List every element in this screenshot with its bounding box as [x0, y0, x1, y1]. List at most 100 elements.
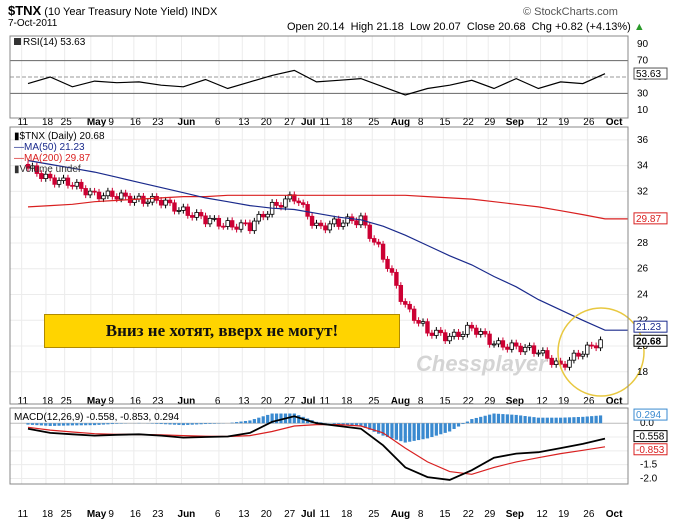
candle-body — [39, 173, 44, 179]
macd-histogram-bar — [155, 423, 159, 424]
x-axis-label: 18 — [42, 117, 54, 128]
macd-histogram-bar — [354, 423, 359, 426]
rsi-last-box — [633, 67, 668, 80]
ma200-line — [27, 194, 628, 220]
candle-body — [354, 220, 359, 226]
x-axis-label: May — [87, 509, 107, 520]
macd-histogram-bar — [53, 423, 57, 426]
candle-body — [176, 210, 182, 212]
price-last-box-ma50 — [633, 320, 668, 333]
x-axis-label: 25 — [368, 117, 380, 128]
candle-body — [327, 223, 333, 231]
macd-histogram-bar — [190, 423, 194, 425]
candle-body — [567, 359, 572, 368]
candle-body — [549, 357, 554, 365]
candle-body — [181, 206, 186, 211]
candle-body — [323, 225, 328, 231]
price-tick-label: 18 — [637, 367, 649, 378]
candle-body — [500, 340, 506, 348]
candle-body — [478, 331, 483, 335]
macd-histogram-bar — [341, 423, 345, 425]
x-axis-label: 27 — [284, 117, 296, 128]
candle-body — [460, 333, 466, 337]
candle-body — [553, 360, 559, 365]
rsi-tick-label: 70 — [637, 56, 649, 67]
macd-histogram-bar — [394, 423, 398, 440]
x-axis-label: 11 — [18, 117, 29, 128]
candle-body — [238, 222, 244, 230]
candle-body — [261, 213, 266, 218]
ma200-legend-icon: — — [14, 153, 24, 164]
x-axis-label: 11 — [320, 117, 331, 128]
macd-histogram-bar — [434, 423, 438, 436]
macd-histogram-bar — [488, 414, 492, 424]
rsi-legend-icon — [14, 38, 21, 45]
macd-histogram-bar — [412, 423, 416, 441]
x-axis-label: 29 — [484, 396, 496, 407]
x-axis-label: 19 — [558, 509, 570, 520]
macd-histogram-bar — [563, 417, 567, 424]
x-axis-label: Jul — [301, 509, 316, 520]
candle-body — [114, 196, 119, 200]
security-name: (10 Year Treasury Note Yield) — [44, 6, 188, 18]
watermark: Chessplayer — [416, 351, 547, 376]
x-axis-label: 26 — [583, 396, 595, 407]
macd-last-box-signal — [633, 443, 668, 456]
x-axis-label: 26 — [583, 117, 595, 128]
x-axis-label: 29 — [484, 117, 496, 128]
macd-histogram-bar — [332, 423, 336, 425]
macd-histogram-bar — [594, 415, 598, 424]
macd-histogram-bar — [30, 423, 35, 425]
macd-histogram-bar — [35, 423, 39, 426]
price-last-ma50: 21.23 — [636, 322, 661, 333]
candle-body — [465, 324, 470, 335]
candle-body — [451, 331, 457, 337]
macd-histogram-bar — [523, 416, 527, 424]
macd-histogram-bar — [203, 423, 208, 425]
x-axis-label: 18 — [341, 396, 353, 407]
x-axis-label: 19 — [558, 396, 570, 407]
candle-body — [505, 346, 510, 350]
candle-body — [296, 200, 301, 204]
x-axis-label: 16 — [130, 509, 142, 520]
macd-last-hist: 0.294 — [636, 410, 661, 421]
candle-body — [447, 335, 452, 342]
x-axis-label: 9 — [108, 117, 114, 128]
candle-body — [527, 345, 532, 348]
candle-body — [92, 190, 97, 193]
candle-body — [540, 350, 546, 354]
rsi-panel — [10, 60, 628, 96]
x-axis-label: Sep — [506, 396, 524, 407]
macd-histogram-bar — [292, 413, 296, 424]
x-axis-label: Jun — [178, 509, 196, 520]
candle-body — [576, 352, 581, 357]
candle-body — [70, 184, 75, 187]
x-axis-label: 15 — [439, 396, 451, 407]
candle-body — [536, 352, 541, 355]
macd-histogram-bar — [456, 423, 461, 427]
candle-body — [482, 331, 488, 335]
candle-body — [305, 204, 310, 217]
candle-body — [420, 321, 426, 324]
x-axis-label: Aug — [391, 396, 410, 407]
candle-body — [385, 258, 390, 269]
candle-body — [119, 192, 124, 200]
price-tick-label: 26 — [637, 264, 649, 275]
x-axis-label: 20 — [261, 509, 273, 520]
macd-histogram-bar — [510, 414, 514, 424]
panel-frame-macd — [9, 407, 629, 485]
x-axis-label: 25 — [368, 396, 380, 407]
macd-last-box-macd — [633, 430, 668, 443]
x-axis-label: Jul — [301, 117, 316, 128]
macd-histogram-bar — [381, 423, 385, 436]
candle-body — [434, 329, 439, 336]
candle-body — [571, 352, 577, 361]
macd-histogram-bar — [57, 423, 61, 426]
candle-body — [407, 303, 412, 310]
macd-histogram-bar — [66, 423, 70, 426]
candle-body — [585, 344, 590, 355]
macd-histogram-bar — [461, 423, 465, 425]
macd-histogram-bar — [97, 423, 101, 425]
macd-histogram-bar — [39, 423, 43, 426]
candle-body — [194, 212, 199, 218]
